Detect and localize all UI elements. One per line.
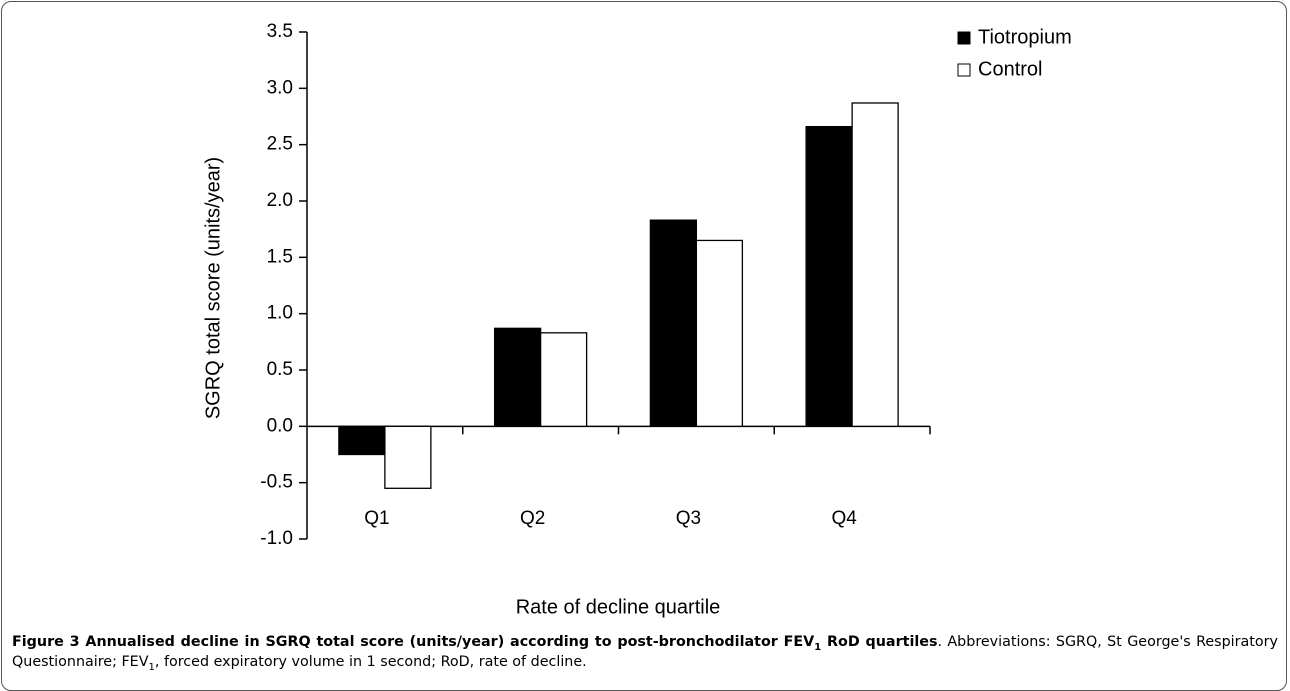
x-tick-label: Q4 (831, 508, 857, 529)
bar (384, 425, 432, 489)
bar (851, 102, 899, 427)
y-tick-label: 3.5 (267, 21, 293, 42)
bar (805, 125, 853, 427)
caption-title: Figure 3 Annualised decline in SGRQ tota… (12, 634, 938, 653)
bar (539, 332, 588, 427)
legend-swatch (957, 31, 971, 45)
bar (649, 219, 698, 427)
x-tick-label: Q1 (364, 508, 389, 529)
caption-text: . Abbreviations: SGRQ, St George's Respi… (12, 634, 1278, 670)
y-tick-label: 1.5 (267, 246, 293, 267)
y-tick-label: 1.0 (267, 303, 293, 324)
caption-text: , forced expiratory volume in 1 second; … (154, 654, 587, 670)
legend-swatch (957, 63, 971, 77)
y-tick-label: 3.0 (267, 77, 293, 98)
bar (338, 425, 386, 456)
y-tick-label: 0.0 (267, 415, 293, 436)
y-tick-label: -1.0 (260, 528, 293, 549)
x-tick-label: Q2 (520, 508, 545, 529)
bar (493, 327, 542, 427)
y-axis-title: SGRQ total score (units/year) (202, 157, 224, 419)
caption-title-text: Figure 3 Annualised decline in SGRQ tota… (12, 634, 815, 650)
caption-title-text: RoD quartiles (821, 634, 938, 650)
y-tick-label: -0.5 (260, 472, 293, 493)
subscript: 1 (814, 641, 822, 653)
bar (695, 239, 744, 427)
subscript: 1 (148, 661, 155, 673)
caption: Figure 3 Annualised decline in SGRQ tota… (12, 632, 1278, 672)
chart: Rate of decline quartile SGRQ total scor… (202, 21, 1072, 618)
legend-label: Tiotropium (978, 26, 1072, 48)
y-tick-label: 2.5 (267, 134, 293, 155)
x-axis-title: Rate of decline quartile (516, 596, 721, 618)
y-tick-label: 2.0 (267, 190, 293, 211)
x-tick-label: Q3 (676, 508, 701, 529)
y-tick-label: 0.5 (267, 359, 293, 380)
legend-label: Control (978, 58, 1042, 80)
